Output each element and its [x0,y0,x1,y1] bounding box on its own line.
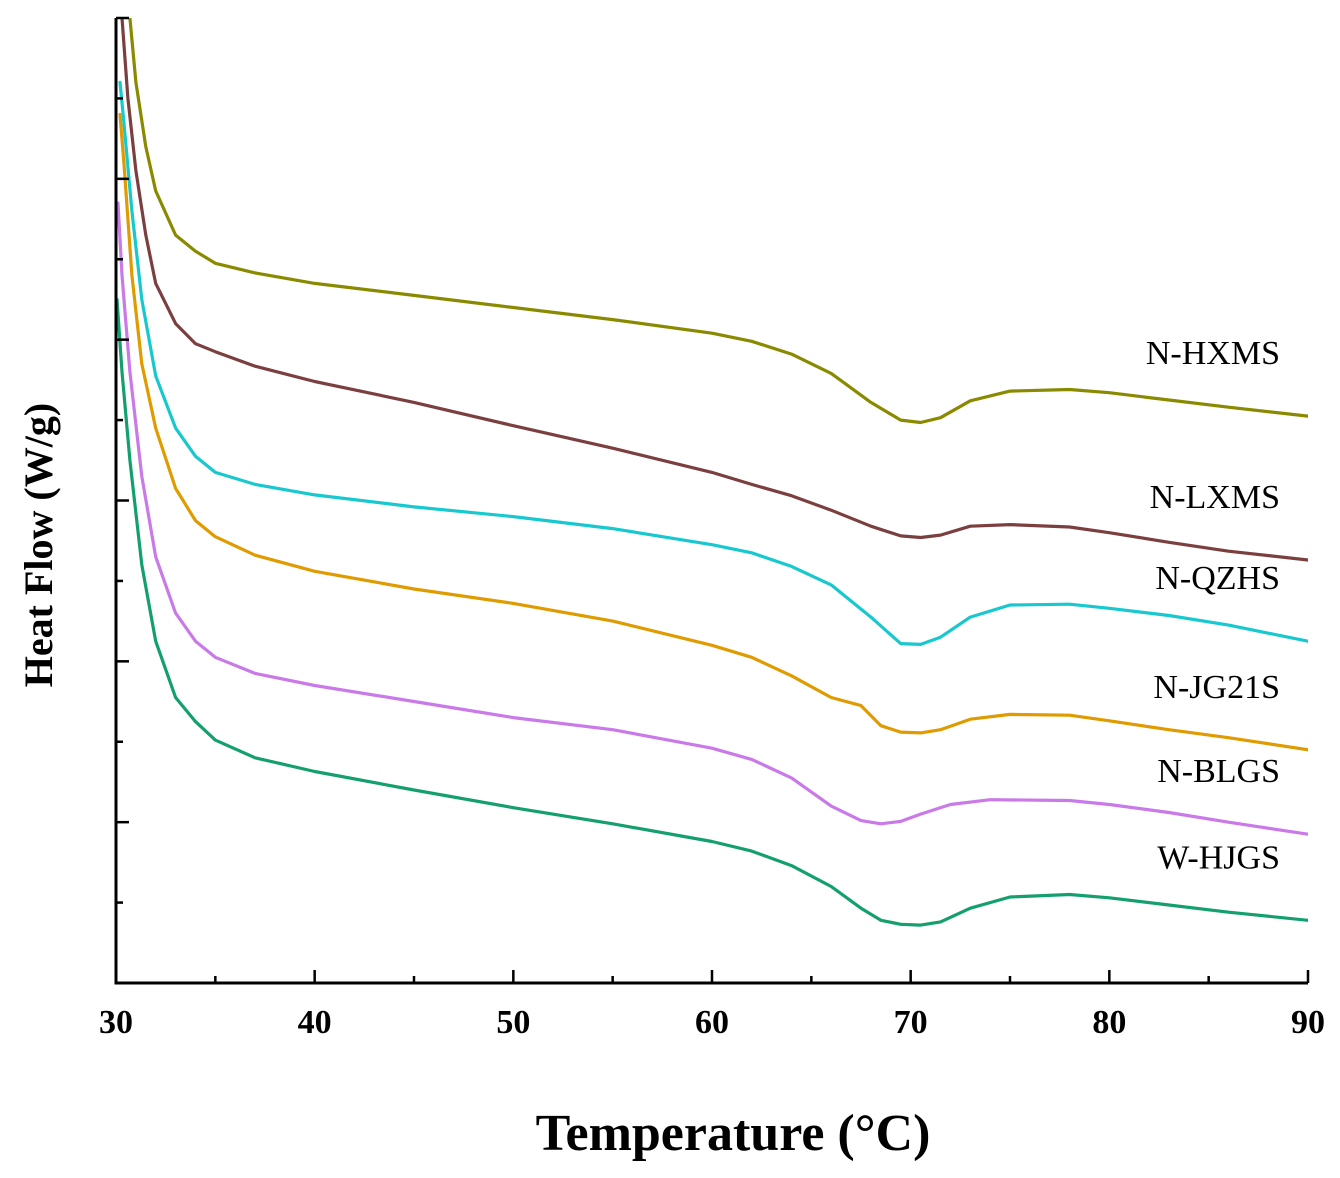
series-line-n-jg21s [118,112,1308,752]
series-label-n-blgs: N-BLGS [1157,753,1280,790]
axes-layer: 30 40 50 60 70 80 90 [99,16,1325,1041]
series-line-w-hjgs [116,297,1308,927]
series-line-n-qzhs [118,80,1308,646]
x-tick-label-40: 40 [298,1004,332,1041]
x-tick-label-80: 80 [1092,1004,1126,1041]
labels-layer: N-HXMS N-LXMS N-QZHS N-JG21S N-BLGS W-HJGS [1146,335,1280,876]
series-label-n-jg21s: N-JG21S [1153,669,1280,706]
y-axis-title: Heat Flow (W/g) [16,403,61,687]
series-label-w-hjgs: W-HJGS [1157,839,1280,876]
series-label-n-qzhs: N-QZHS [1155,560,1280,597]
x-tick-label-50: 50 [496,1004,530,1041]
x-tick-label-70: 70 [894,1004,928,1041]
x-tick-label-60: 60 [695,1004,729,1041]
x-tick-label-30: 30 [99,1004,133,1041]
series-line-n-hxms [128,18,1308,425]
series-line-n-lxms [120,18,1308,562]
series-line-n-blgs [116,201,1308,836]
series-label-n-lxms: N-LXMS [1150,479,1280,516]
x-axis-title: Temperature (°C) [536,1105,931,1162]
series-label-n-hxms: N-HXMS [1146,335,1280,372]
series-layer [116,18,1308,927]
x-tick-label-90: 90 [1291,1004,1325,1041]
